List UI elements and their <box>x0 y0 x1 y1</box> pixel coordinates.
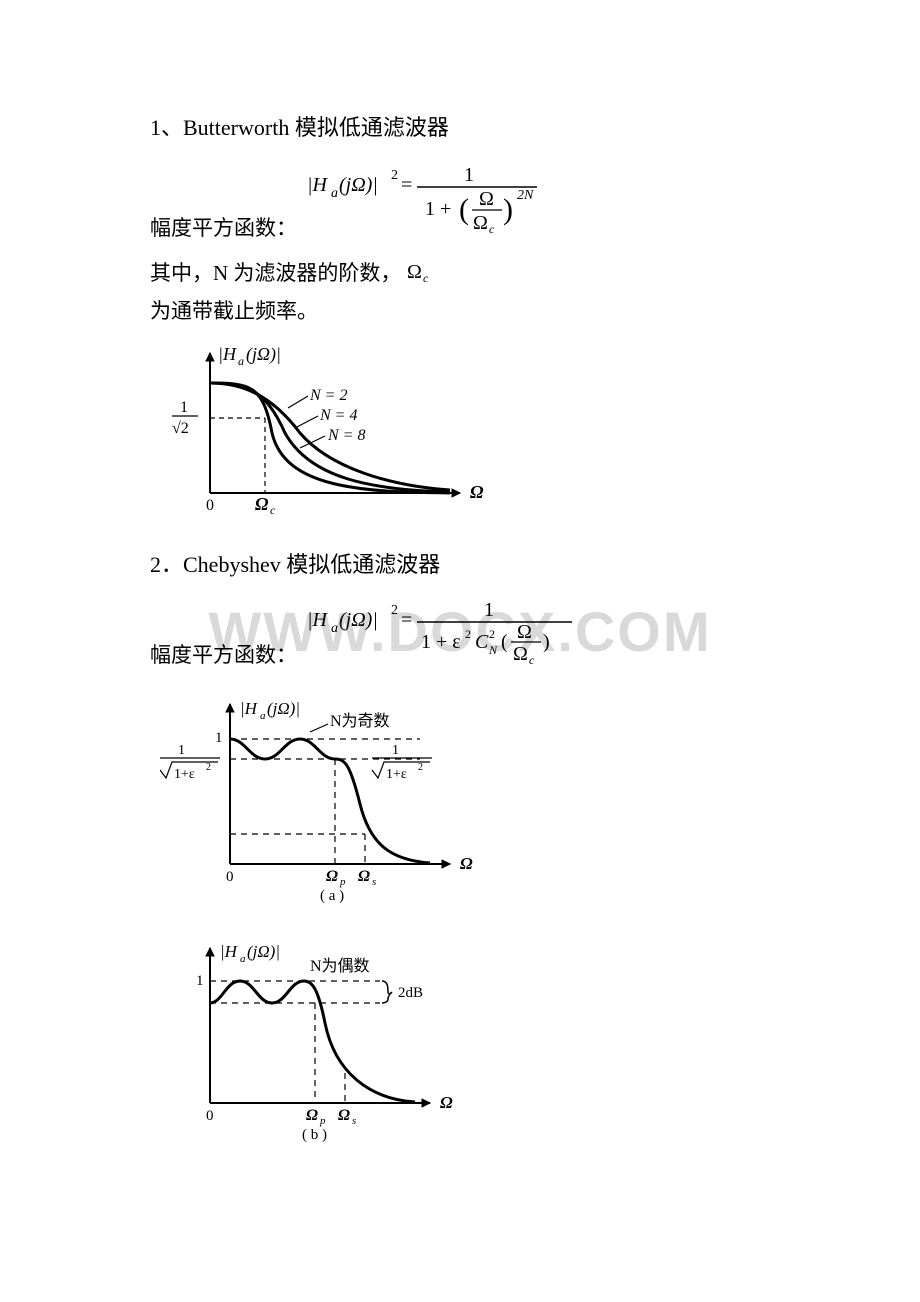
svg-text:a: a <box>240 953 246 965</box>
svg-text:Ω: Ω <box>440 1093 453 1112</box>
svg-text:Ω: Ω <box>326 868 338 885</box>
svg-text:(jΩ)|: (jΩ)| <box>247 942 280 961</box>
svg-text:0: 0 <box>226 869 234 885</box>
svg-text:c: c <box>529 653 535 667</box>
svg-text:1: 1 <box>484 599 494 621</box>
svg-text:1: 1 <box>178 743 185 758</box>
svg-text:|H: |H <box>240 699 259 718</box>
svg-text:|H: |H <box>307 174 328 196</box>
chebyshev-formula: |H a (jΩ)| 2 = 1 1 + ε 2 C 2 N ( Ω Ω c <box>307 592 587 672</box>
svg-text:c: c <box>270 503 276 517</box>
svg-text:Ω: Ω <box>338 1107 350 1124</box>
svg-text:0: 0 <box>206 1108 214 1124</box>
chebyshev-graph-a: |H a (jΩ)| N为奇数 1 1 1+ε 2 1 1+ε 2 0 Ωp <box>160 684 770 915</box>
chebyshev-formula-block: WWW.DOCX.COM 幅度平方函数： |H a (jΩ)| 2 = 1 1 … <box>150 592 770 672</box>
svg-text:√2: √2 <box>172 420 189 437</box>
svg-text:0: 0 <box>206 497 214 514</box>
svg-text:c: c <box>489 222 495 236</box>
svg-text:|H: |H <box>220 942 239 961</box>
butterworth-graph: |H a (jΩ)| 1 √2 0 Ω c Ω N = 2 N = 4 N = … <box>160 338 770 529</box>
svg-text:a: a <box>331 186 338 201</box>
svg-text:(: ( <box>459 193 469 226</box>
svg-text:1: 1 <box>464 164 474 186</box>
svg-text:|H: |H <box>307 609 328 631</box>
butterworth-formula: |H a (jΩ)| 2 = 1 1 + ( Ω Ω c ) 2N <box>307 155 567 245</box>
formula-prefix-2: 幅度平方函数： <box>150 639 297 673</box>
svg-text:1+ε: 1+ε <box>386 767 407 782</box>
svg-text:a: a <box>260 710 266 722</box>
graph-b-caption: ( b ) <box>302 1127 327 1143</box>
svg-text:Ω: Ω <box>517 621 532 643</box>
section1-heading: 1、Butterworth 模拟低通滤波器 <box>150 110 770 145</box>
section1-text-a: 其中，N 为滤波器的阶数， Ω c <box>150 257 770 291</box>
svg-text:2: 2 <box>465 627 471 641</box>
svg-text:2: 2 <box>206 762 211 773</box>
svg-text:1: 1 <box>196 973 204 989</box>
svg-text:a: a <box>238 354 244 368</box>
svg-text:p: p <box>319 1115 326 1127</box>
svg-text:2: 2 <box>489 627 495 641</box>
n8-label: N = 8 <box>327 427 365 444</box>
svg-text:Ω: Ω <box>513 643 528 665</box>
svg-text:2: 2 <box>391 168 398 183</box>
svg-text:Ω: Ω <box>479 188 494 210</box>
svg-text:Ω: Ω <box>407 262 422 283</box>
butterworth-formula-row: 幅度平方函数： |H a (jΩ)| 2 = 1 1 + ( Ω Ω c ) 2… <box>150 155 770 245</box>
svg-text:2: 2 <box>418 762 423 773</box>
svg-text:2N: 2N <box>517 188 534 203</box>
svg-text:(jΩ)|: (jΩ)| <box>339 174 378 196</box>
svg-text:1 + ε: 1 + ε <box>421 631 461 653</box>
svg-text:(: ( <box>501 631 508 653</box>
section2-heading: 2．Chebyshev 模拟低通滤波器 <box>150 547 770 582</box>
n2-label: N = 2 <box>309 387 347 404</box>
svg-text:N: N <box>488 643 498 657</box>
n-odd-label: N为奇数 <box>330 712 390 730</box>
svg-text:=: = <box>401 609 412 631</box>
svg-text:a: a <box>331 621 338 636</box>
svg-text:s: s <box>352 1115 356 1127</box>
formula-prefix-1: 幅度平方函数： <box>150 212 297 246</box>
svg-text:(jΩ)|: (jΩ)| <box>246 344 281 365</box>
svg-text:Ω: Ω <box>358 868 370 885</box>
brace-2db: 2dB <box>398 985 423 1001</box>
graph-a-caption: ( a ) <box>320 888 344 904</box>
svg-text:Ω: Ω <box>306 1107 318 1124</box>
n-even-label: N为偶数 <box>310 957 370 975</box>
section1-text-b: 为通带截止频率。 <box>150 295 770 329</box>
svg-text:s: s <box>372 876 376 888</box>
svg-text:): ) <box>543 631 550 653</box>
svg-text:Ω: Ω <box>473 212 488 234</box>
svg-text:c: c <box>423 271 429 284</box>
omega-c-symbol: Ω c <box>407 262 437 284</box>
svg-text:Ω: Ω <box>460 854 473 873</box>
svg-text:2: 2 <box>391 603 398 618</box>
svg-text:1 +: 1 + <box>425 198 451 220</box>
svg-text:Ω: Ω <box>255 494 269 514</box>
svg-text:1: 1 <box>392 743 399 758</box>
n4-label: N = 4 <box>319 407 357 424</box>
svg-text:1+ε: 1+ε <box>174 767 195 782</box>
chebyshev-graph-b: |H a (jΩ)| N为偶数 2dB 1 0 Ωp Ωs Ω ( b ) <box>160 933 770 1154</box>
svg-text:p: p <box>339 876 346 888</box>
svg-text:1: 1 <box>215 730 223 746</box>
svg-text:1: 1 <box>180 399 188 416</box>
svg-text:C: C <box>475 631 489 653</box>
svg-text:Ω: Ω <box>470 482 484 502</box>
svg-text:): ) <box>503 193 513 226</box>
text-a-part1: 其中，N 为滤波器的阶数， <box>150 261 401 285</box>
svg-text:=: = <box>401 174 412 196</box>
svg-text:(jΩ)|: (jΩ)| <box>267 699 300 718</box>
svg-text:(jΩ)|: (jΩ)| <box>339 609 378 631</box>
svg-text:|H: |H <box>218 344 237 364</box>
